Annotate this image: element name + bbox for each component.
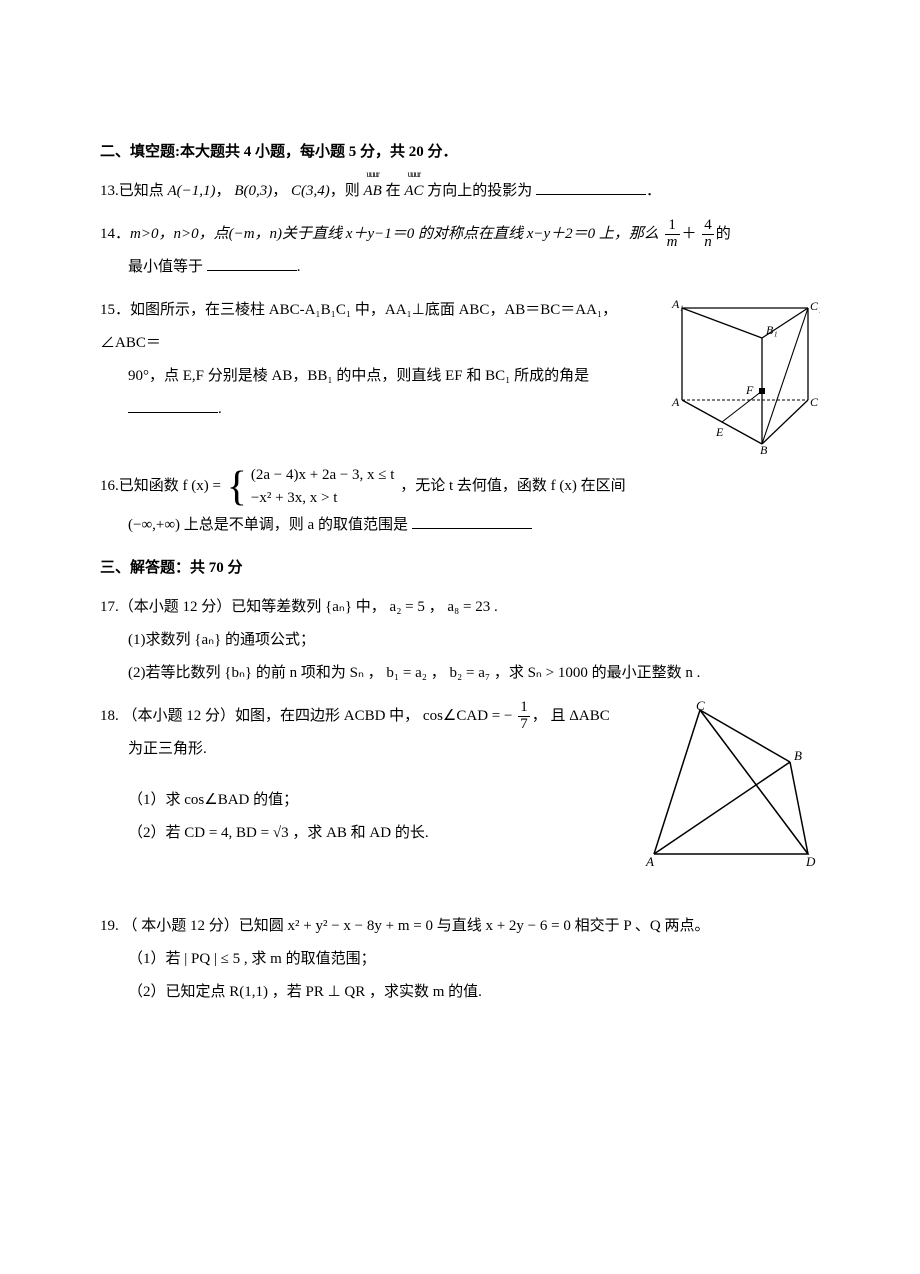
svg-text:C: C: [810, 395, 819, 409]
p16-case2: −x² + 3x, x > t: [251, 490, 338, 506]
svg-text:D: D: [805, 854, 816, 869]
svg-text:B₁: B₁: [766, 323, 778, 337]
p18-head1: （本小题 12 分）如图，在四边形 ACBD 中， cos∠CAD = −: [123, 708, 513, 724]
p14-line2-tail: .: [297, 259, 301, 275]
p19-number: 19.: [100, 918, 119, 934]
p13-number: 13.: [100, 183, 119, 199]
p14-number: 14．: [100, 226, 130, 242]
p14-frac2: 4 n: [702, 218, 714, 251]
p16-pre: 已知函数 f (x) =: [119, 478, 225, 494]
p13-blank: [536, 179, 646, 195]
page: 二、填空题:本大题共 4 小题，每小题 5 分，共 20 分． 13.已知点 A…: [0, 0, 920, 1079]
svg-text:A: A: [645, 854, 654, 869]
p16-line2: (−∞,+∞) 上总是不单调，则 a 的取值范围是: [128, 517, 408, 533]
prism-svg: A₁ B₁ C₁ A B C E F: [670, 294, 820, 454]
p17-sub2: (2)若等比数列 {bₙ} 的前 n 项和为 Sₙ ， b₁ = a₂ ， b₂…: [100, 657, 820, 690]
p18-figure: A B C D: [640, 700, 820, 870]
p16-piecewise: { (2a − 4)x + 2a − 3, x ≤ t −x² + 3x, x …: [227, 464, 395, 509]
p18-head2: ， 且 ΔABC: [532, 708, 610, 724]
quad-svg: A B C D: [640, 700, 820, 870]
svg-text:F: F: [745, 383, 754, 397]
problem-16: 16.已知函数 f (x) = { (2a − 4)x + 2a − 3, x …: [100, 464, 820, 542]
p14-plus: ＋: [682, 226, 697, 242]
svg-text:E: E: [715, 425, 724, 439]
p18-sub1: （1）求 cos∠BAD 的值；: [100, 784, 630, 817]
p18-head3: 为正三角形.: [100, 733, 630, 766]
p13-pointC: C(3,4): [291, 183, 330, 199]
p15-body1: 如图所示，在三棱柱 ABC-A₁B₁C₁ 中，AA₁⊥底面 ABC，AB＝BC＝…: [100, 302, 617, 351]
svg-text:B: B: [794, 748, 802, 763]
p18-sub2: （2）若 CD = 4, BD = √3 ，求 AB 和 AD 的长.: [100, 817, 630, 850]
p16-mid: ，无论 t 去何值，函数 f (x) 在区间: [400, 478, 625, 494]
p16-case1: (2a − 4)x + 2a − 3, x ≤ t: [251, 467, 395, 483]
p15-body2: 90°，点 E,F 分别是棱 AB，BB₁ 的中点，则直线 EF 和 BC₁ 所…: [100, 360, 660, 393]
svg-text:C₁: C₁: [810, 299, 820, 313]
p14-body1: m>0，n>0，点(−m，n)关于直线 x＋y−1＝0 的对称点在直线 x−y＋…: [130, 226, 659, 242]
p19-sub2: （2）已知定点 R(1,1) ，若 PR ⊥ QR ，求实数 m 的值.: [100, 976, 820, 1009]
svg-text:B: B: [760, 443, 768, 454]
p13-period: ．: [646, 183, 661, 199]
p13-mid2: 在: [382, 183, 405, 199]
p15-number: 15．: [100, 302, 130, 318]
p13-sep1: ，: [216, 183, 231, 199]
p13-tail: 方向上的投影为: [424, 183, 533, 199]
p14-of: 的: [716, 226, 731, 242]
p13-sep2: ，: [272, 183, 287, 199]
vector-ac: uuur AC: [404, 175, 423, 208]
svg-text:C: C: [696, 700, 705, 713]
p19-sub1: （1）若 | PQ | ≤ 5 , 求 m 的取值范围；: [100, 943, 820, 976]
section2-header: 二、填空题:本大题共 4 小题，每小题 5 分，共 20 分．: [100, 136, 820, 169]
p15-blank: [128, 397, 218, 413]
p13-pointA: A(−1,1): [168, 183, 216, 199]
problem-18: 18. （本小题 12 分）如图，在四边形 ACBD 中， cos∠CAD = …: [100, 700, 820, 870]
p16-blank: [412, 513, 532, 529]
problem-13: 13.已知点 A(−1,1)， B(0,3)， C(3,4)，则 uuur AB…: [100, 175, 820, 208]
p18-frac: 1 7: [518, 700, 530, 733]
p14-line2-prefix: 最小值等于: [128, 259, 203, 275]
p17-head: （本小题 12 分）已知等差数列 {aₙ} 中， a₂ = 5 ， a₈ = 2…: [119, 599, 498, 615]
problem-19: 19. （ 本小题 12 分）已知圆 x² + y² − x − 8y + m …: [100, 910, 820, 1009]
problem-17: 17.（本小题 12 分）已知等差数列 {aₙ} 中， a₂ = 5 ， a₈ …: [100, 591, 820, 690]
section3-header: 三、解答题：共 70 分: [100, 552, 820, 585]
p13-prefix: 已知点: [119, 183, 168, 199]
p13-mid: ，则: [330, 183, 364, 199]
p18-number: 18.: [100, 708, 119, 724]
problem-15: 15．如图所示，在三棱柱 ABC-A₁B₁C₁ 中，AA₁⊥底面 ABC，AB＝…: [100, 294, 820, 454]
p17-number: 17.: [100, 599, 119, 615]
p19-head: （ 本小题 12 分）已知圆 x² + y² − x − 8y + m = 0 …: [123, 918, 710, 934]
p17-sub1: (1)求数列 {aₙ} 的通项公式；: [100, 624, 820, 657]
p13-pointB: B(0,3): [234, 183, 272, 199]
svg-text:A: A: [671, 395, 680, 409]
p14-frac1: 1 m: [665, 218, 680, 251]
p14-blank: [207, 255, 297, 271]
problem-14: 14．m>0，n>0，点(−m，n)关于直线 x＋y−1＝0 的对称点在直线 x…: [100, 218, 820, 284]
p15-figure: A₁ B₁ C₁ A B C E F: [670, 294, 820, 454]
vector-ab: uuur AB: [364, 175, 382, 208]
svg-text:A₁: A₁: [671, 297, 684, 311]
p16-number: 16.: [100, 478, 119, 494]
